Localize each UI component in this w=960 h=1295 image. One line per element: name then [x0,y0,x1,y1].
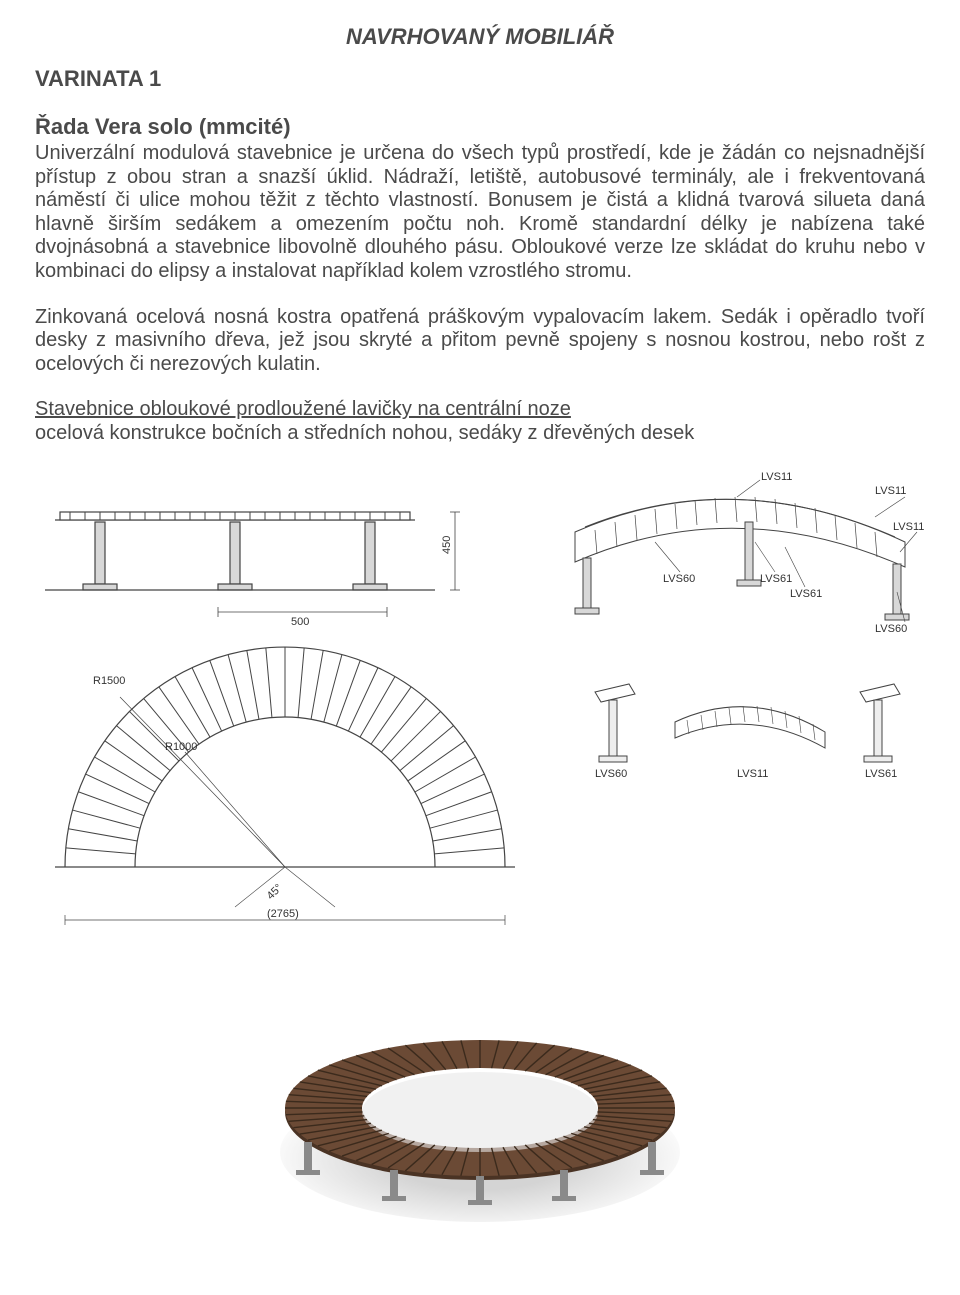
spec-body: ocelová konstrukce bočních a středních n… [35,422,694,444]
label-lvs61-m2: LVS61 [790,588,822,600]
series-heading: Řada Vera solo (mmcité) [35,114,925,140]
page-title: NAVRHOVANÝ MOBILIÁŘ [35,24,925,50]
perspective-drawing: LVS11 LVS11 LVS11 LVS60 LVS61 LVS61 LVS6… [555,472,925,642]
parts-drawing: LVS60 LVS11 LVS61 [555,672,925,792]
label-lvs11-r1: LVS11 [875,485,906,497]
dim-chord: (2765) [267,908,299,920]
label-lvs11-top: LVS11 [761,472,792,483]
paragraph-1: Univerzální modulová stavebnice je určen… [35,142,925,284]
label-lvs11-r2: LVS11 [893,521,924,533]
dim-base: 500 [291,616,309,628]
paragraph-2: Zinkovaná ocelová nosná kostra opatřená … [35,306,925,377]
dim-angle: 45° [265,881,285,901]
label-lvs60-r: LVS60 [875,623,907,635]
product-render [35,992,925,1232]
spec-underline: Stavebnice obloukové prodloužené lavičky… [35,398,571,420]
variant-heading: VARINATA 1 [35,66,925,92]
technical-diagrams: 450 500 [35,472,925,932]
dim-r-inner: R1000 [165,741,197,753]
part-lvs60: LVS60 [595,768,627,780]
dim-height: 450 [441,535,453,553]
dim-r-outer: R1500 [93,675,125,687]
part-lvs11: LVS11 [737,768,768,780]
label-lvs61-m: LVS61 [760,573,792,585]
elevation-drawing: 450 500 [35,472,535,632]
part-lvs61: LVS61 [865,768,897,780]
plan-drawing: R1500 R1000 45° (2765) [35,642,535,932]
label-lvs60-l: LVS60 [663,573,695,585]
